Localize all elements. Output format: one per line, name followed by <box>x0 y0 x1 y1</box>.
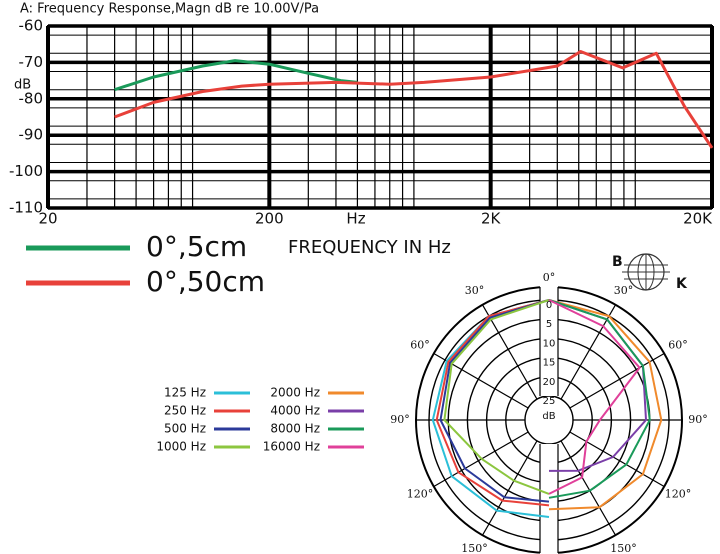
x-tick-label: 20 <box>38 210 57 228</box>
y-tick-label: -110 <box>9 199 43 217</box>
chart-title: A: Frequency Response,Magn dB re 10.00V/… <box>20 2 319 17</box>
y-tick-label: -60 <box>19 17 44 35</box>
r-tick-label: 15 <box>543 358 556 369</box>
spoke <box>481 304 538 400</box>
r-tick-label: 20 <box>543 377 556 388</box>
legend-label: 2000 Hz <box>270 386 320 400</box>
angle-label: 60° <box>668 339 688 352</box>
x-tick-label: 2K <box>481 210 502 228</box>
angle-label: 60° <box>410 339 430 352</box>
legend-label: 4000 Hz <box>270 404 320 418</box>
legend-label: 0°,50cm <box>146 265 265 298</box>
spoke <box>560 304 617 400</box>
r-tick-label: 0 <box>546 300 552 311</box>
logo-letter: K <box>676 276 688 292</box>
angle-label: 150° <box>610 542 637 554</box>
spoke <box>569 352 665 409</box>
logo-ellipse <box>637 253 655 291</box>
legend-label: 125 Hz <box>164 386 206 400</box>
angle-label: 120° <box>665 488 692 501</box>
r-tick-label: 5 <box>546 319 552 330</box>
legend-label: 8000 Hz <box>270 422 320 436</box>
y-tick-label: -80 <box>19 89 44 107</box>
spoke <box>569 431 665 488</box>
spoke <box>481 440 538 536</box>
logo: B K <box>612 253 688 292</box>
axis-gap <box>540 285 558 396</box>
legend-label: 500 Hz <box>164 422 206 436</box>
angle-label: 0° <box>543 271 556 284</box>
angle-label: 150° <box>461 542 488 554</box>
angle-label: 30° <box>614 284 634 297</box>
polar-curve <box>435 299 550 507</box>
legend-label: 16000 Hz <box>263 440 320 454</box>
angle-label: 30° <box>465 284 485 297</box>
polar-curve <box>548 299 663 511</box>
logo-letter: B <box>612 254 623 270</box>
legend-label: 0°,5cm <box>146 230 247 263</box>
polar-curve <box>548 299 641 495</box>
polar-curve <box>439 299 550 503</box>
series-line <box>114 50 714 149</box>
axis-gap <box>540 444 558 554</box>
annotation: FREQUENCY IN Hz <box>288 237 451 258</box>
x-axis-label: Hz <box>346 210 365 228</box>
r-axis-label: dB <box>542 411 555 422</box>
series-line <box>114 59 358 92</box>
angle-label: 120° <box>407 488 434 501</box>
legend-label: 250 Hz <box>164 404 206 418</box>
angle-label: 90° <box>688 413 708 426</box>
y-tick-label: -100 <box>9 162 43 180</box>
angle-label: 90° <box>390 413 410 426</box>
y-tick-label: -70 <box>19 53 44 71</box>
r-tick-label: 25 <box>543 396 556 407</box>
r-tick-label: 10 <box>543 338 556 349</box>
x-tick-label: 20K <box>683 210 713 228</box>
polar-curve <box>548 299 651 499</box>
polar-curve <box>443 299 550 495</box>
spoke <box>560 440 617 536</box>
y-tick-label: -90 <box>19 126 44 144</box>
legend-label: 1000 Hz <box>156 440 206 454</box>
y-axis-label: dB <box>14 78 31 93</box>
x-tick-label: 200 <box>255 210 284 228</box>
